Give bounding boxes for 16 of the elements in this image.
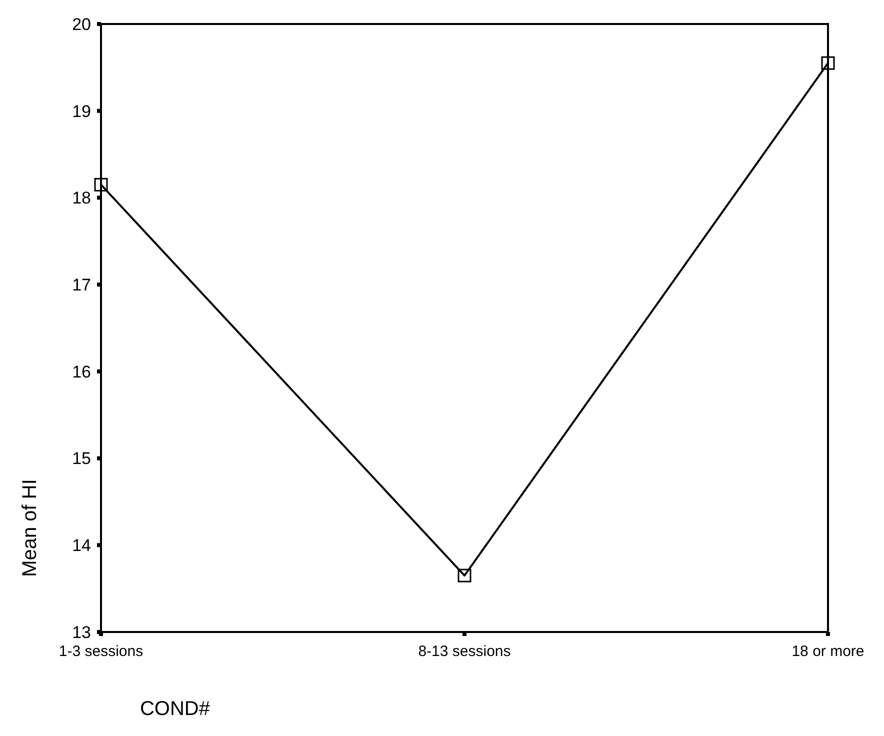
y-tick-label: 20: [72, 14, 91, 34]
y-tick-label: 13: [72, 622, 91, 642]
y-axis-title: Mean of HI: [19, 479, 41, 577]
x-axis-title: COND#: [140, 698, 211, 720]
point: [94, 178, 108, 192]
point: [458, 568, 472, 582]
y-tick-label: 14: [72, 536, 91, 556]
x-tick-label: 8-13 sessions: [418, 643, 511, 660]
y-tick-label: 17: [72, 276, 91, 295]
y-tick-label: 18: [72, 188, 91, 208]
y-tick-label: 19: [72, 102, 91, 121]
x-tick-label: 1-3 sessions: [58, 643, 144, 660]
point: [821, 56, 835, 70]
y-tick-label: 16: [72, 362, 91, 382]
y-tick-label: 15: [72, 449, 91, 468]
x-tick-label: 18 or more: [792, 643, 864, 660]
